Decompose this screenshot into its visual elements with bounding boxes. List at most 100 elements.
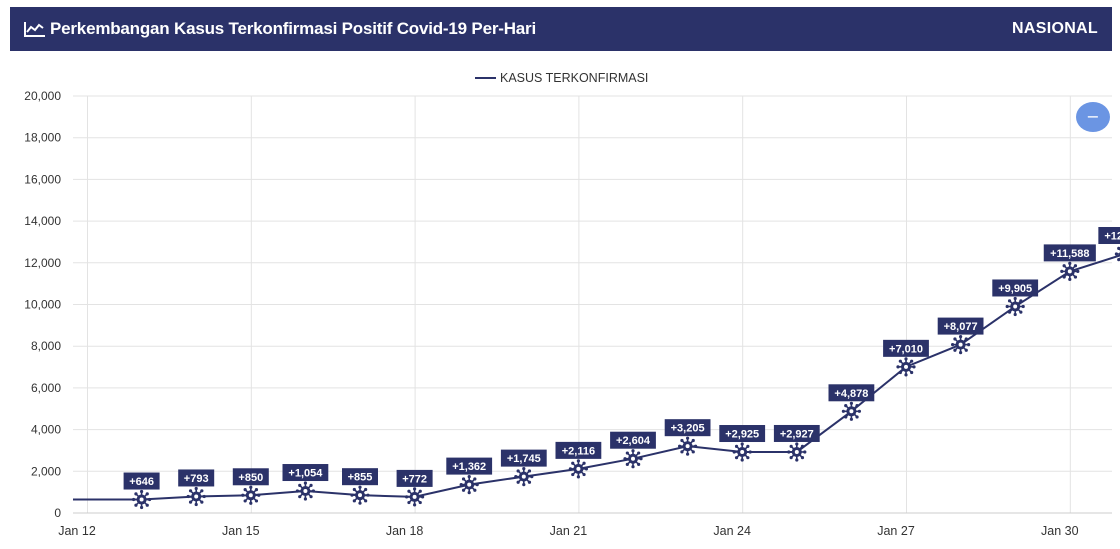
virus-knob xyxy=(746,456,750,460)
virus-knob xyxy=(1019,310,1023,314)
virus-knob xyxy=(413,503,417,507)
virus-knob xyxy=(841,409,846,413)
virus-knob xyxy=(1076,269,1080,273)
virus-knob xyxy=(243,488,247,492)
virus-knob xyxy=(844,415,848,419)
virus-knob xyxy=(418,500,422,505)
virus-knob xyxy=(1062,275,1066,279)
virus-knob xyxy=(571,472,575,477)
virus-knob xyxy=(475,483,479,487)
virus-icon xyxy=(1005,296,1025,317)
data-label: +1,745 xyxy=(500,449,547,467)
virus-knob xyxy=(1062,264,1066,268)
virus-knob xyxy=(303,481,307,485)
zoom-out-button[interactable]: − xyxy=(1076,102,1110,132)
data-label: +2,925 xyxy=(719,425,766,443)
virus-knob xyxy=(311,489,315,493)
data-label-text: +793 xyxy=(184,473,209,485)
virus-knob xyxy=(1007,310,1012,314)
data-label-box xyxy=(123,472,160,490)
virus-knob xyxy=(746,444,750,448)
virus-knob xyxy=(249,501,253,505)
data-label: +855 xyxy=(342,468,378,486)
virus-knob xyxy=(254,488,259,492)
virus-knob xyxy=(855,415,859,419)
virus-knob xyxy=(527,469,532,473)
virus-core xyxy=(467,482,472,487)
virus-knob xyxy=(967,342,971,347)
data-label-box xyxy=(396,469,433,487)
virus-core xyxy=(904,364,908,369)
title-wrap: Perkembangan Kasus Terkonfirmasi Positif… xyxy=(24,7,536,51)
data-label-box xyxy=(282,464,329,482)
virus-knob xyxy=(418,489,422,493)
virus-core xyxy=(303,489,308,494)
virus-knob xyxy=(582,461,586,465)
data-label-text: +855 xyxy=(348,472,373,484)
virus-knob xyxy=(625,462,629,466)
virus-knob xyxy=(473,488,477,492)
virus-icon xyxy=(568,459,589,479)
virus-knob xyxy=(148,497,152,502)
data-label-text: +2,116 xyxy=(562,445,595,457)
grid xyxy=(73,95,1112,514)
virus-knob xyxy=(527,480,532,484)
data-label: +2,927 xyxy=(773,424,820,442)
virus-core xyxy=(958,342,963,347)
virus-knob xyxy=(298,483,302,487)
virus-knob xyxy=(257,493,261,497)
virus-knob xyxy=(1019,299,1023,303)
virus-knob xyxy=(787,450,791,454)
virus-knob xyxy=(910,370,914,375)
virus-knob xyxy=(1013,312,1017,317)
virus-knob xyxy=(132,497,136,502)
x-tick-label: Jan 24 xyxy=(713,524,751,538)
virus-knob xyxy=(1117,246,1120,250)
virus-knob xyxy=(461,477,466,481)
x-tick-label: Jan 12 xyxy=(58,524,96,538)
data-label: +11,588 xyxy=(1043,244,1096,262)
line-chart-icon xyxy=(24,22,45,37)
virus-knob xyxy=(358,485,362,489)
virus-knob xyxy=(959,350,963,355)
virus-knob xyxy=(421,495,425,499)
virus-knob xyxy=(530,475,534,479)
data-label: +2,116 xyxy=(555,441,602,459)
virus-knob xyxy=(680,438,684,443)
x-tick-label: Jan 21 xyxy=(550,524,588,538)
virus-knob xyxy=(959,334,963,339)
data-label-box xyxy=(342,468,378,486)
virus-knob xyxy=(145,503,149,507)
virus-knob xyxy=(904,373,908,377)
data-label: +772 xyxy=(396,469,433,487)
virus-knob xyxy=(200,500,204,504)
virus-knob xyxy=(789,456,793,460)
virus-knob xyxy=(568,467,573,471)
virus-knob xyxy=(243,499,247,503)
virus-core xyxy=(139,497,144,502)
virus-icon xyxy=(405,487,425,507)
virus-knob xyxy=(1021,304,1025,309)
data-label-box xyxy=(992,279,1039,297)
virus-knob xyxy=(364,499,368,503)
virus-knob xyxy=(789,444,793,448)
virus-icon xyxy=(350,485,370,505)
virus-knob xyxy=(571,461,575,465)
virus-knob xyxy=(1068,261,1072,265)
virus-icon xyxy=(241,485,261,505)
virus-knob xyxy=(467,491,471,495)
virus-icon xyxy=(459,475,479,495)
data-label-text: +2,604 xyxy=(616,435,651,447)
virus-knob xyxy=(951,342,955,347)
virus-core xyxy=(521,474,526,479)
virus-core xyxy=(1067,269,1072,274)
virus-knob xyxy=(194,486,198,491)
data-label-box xyxy=(1043,244,1096,262)
virus-core xyxy=(576,466,581,471)
data-label-box xyxy=(1098,227,1120,245)
data-label: +4,878 xyxy=(828,384,875,402)
data-label-text: +9,905 xyxy=(998,283,1032,295)
data-label-box xyxy=(828,384,875,402)
virus-knob xyxy=(576,475,581,479)
virus-knob xyxy=(732,450,736,454)
